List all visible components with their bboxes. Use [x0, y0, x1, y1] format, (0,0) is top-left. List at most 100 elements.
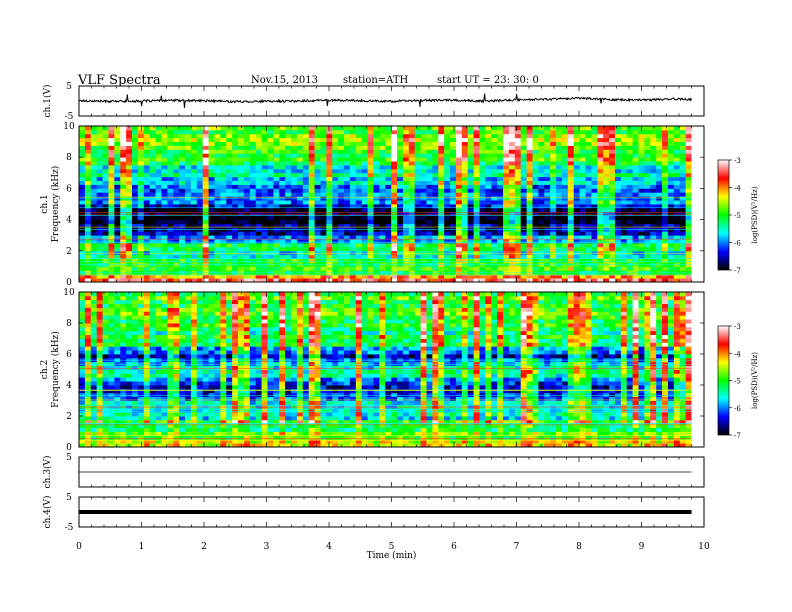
- ch1-spectrogram-cell: [326, 126, 333, 131]
- ch1-spectrogram-cell: [79, 145, 86, 150]
- ch1-spectrogram-cell: [291, 133, 298, 139]
- ch1-spectrogram-cell: [591, 165, 598, 170]
- ch1-spectrogram-cell: [561, 188, 569, 193]
- ch1-spectrogram-cell: [444, 168, 451, 174]
- ch2-spectrogram-cell: [662, 435, 669, 440]
- ch1-spectrogram-cell: [597, 258, 604, 263]
- ch1-spectrogram-cell: [243, 262, 251, 267]
- ch1-spectrogram-cell: [90, 215, 98, 220]
- ch1-spectrogram-cell: [644, 145, 651, 150]
- ch1-spectrogram-cell: [102, 239, 109, 244]
- ch1-spectrogram-cell: [485, 207, 492, 213]
- ch1-spectrogram-cell: [455, 165, 463, 170]
- ch1-spectrogram-cell: [514, 231, 522, 236]
- ch1-spectrogram-cell: [603, 153, 610, 158]
- ch2-spectrogram-cell: [226, 439, 233, 444]
- ch1-spectrogram-cell: [609, 243, 616, 248]
- ch1-spectrogram-cell: [420, 149, 427, 154]
- ch1-spectrogram-cell: [508, 204, 516, 209]
- ch1-spectrogram-cell: [561, 262, 569, 267]
- ch1-spectrogram-cell: [214, 207, 221, 213]
- ch2-spectrogram-cell: [414, 435, 421, 440]
- ch1-spectrogram-cell: [114, 243, 121, 248]
- ch1-spectrogram-cell: [296, 153, 304, 158]
- ch1-spectrogram-cell: [291, 219, 298, 224]
- ch1-spectrogram-cell: [320, 137, 327, 142]
- ch1-spectrogram-cell: [214, 235, 221, 240]
- ch1-spectrogram-cell: [344, 188, 351, 193]
- ch1-spectrogram-cell: [291, 168, 298, 174]
- ch2-spectrogram-cell: [473, 427, 480, 432]
- ch1-spectrogram-cell: [385, 274, 392, 279]
- ch1-spectrogram-cell: [620, 262, 628, 267]
- ch1-spectrogram-cell: [102, 172, 109, 178]
- ch1-spectrogram-cell: [685, 278, 692, 283]
- ch1-spectrogram-cell: [349, 278, 357, 283]
- ch1-spectrogram-cell: [544, 219, 551, 224]
- ch2-spectrogram-cell: [538, 431, 545, 436]
- ch1-spectrogram-cell: [249, 211, 257, 217]
- ch1-spectrogram-cell: [508, 219, 516, 224]
- ch1-spectrogram-cell: [84, 168, 92, 174]
- ch1-spectrogram-cell: [155, 172, 162, 178]
- ch1-spectrogram-cell: [220, 126, 227, 131]
- ch1-spectrogram-cell: [143, 262, 151, 267]
- ch2-spectrogram-cell: [503, 431, 510, 436]
- ch1-spectrogram-cell: [420, 192, 427, 197]
- ch1-spectrogram-cell: [120, 239, 127, 244]
- ch1-spectrogram-cell: [208, 204, 215, 209]
- ch1-spectrogram-cell: [149, 176, 156, 181]
- ch1-spectrogram-cell: [96, 141, 103, 146]
- ch1-spectrogram-cell: [249, 188, 257, 193]
- ch1-spectrogram-cell: [408, 258, 416, 263]
- ch1-spectrogram-cell: [302, 133, 310, 139]
- ch1-spectrogram-cell: [255, 246, 262, 252]
- ch1-spectrogram-cell: [573, 262, 580, 267]
- ch1-spectrogram-cell: [314, 258, 321, 263]
- ch1-spectrogram-colorbar-label: log(PSD)(V²/Hz): [751, 186, 759, 243]
- ch1-spectrogram-cell: [408, 180, 416, 185]
- ch1-spectrogram-cell: [190, 239, 198, 244]
- ch1-spectrogram-cell: [597, 153, 604, 158]
- ch1-spectrogram-cell: [491, 250, 498, 256]
- ch1-spectrogram-cell: [391, 184, 398, 189]
- ch1-spectrogram-cell: [273, 180, 280, 185]
- ch1-spectrogram-cell: [550, 219, 557, 224]
- ch2-spectrogram-cell: [320, 431, 327, 436]
- ch1-spectrogram-cell: [296, 196, 304, 201]
- ch1-spectrogram-cell: [190, 176, 198, 181]
- ch1-spectrogram-cell: [279, 165, 286, 170]
- ch1-spectrogram-cell: [344, 223, 351, 228]
- ch2-spectrogram-cell: [161, 435, 168, 440]
- ch1-spectrogram-cell: [196, 133, 204, 139]
- ch1-spectrogram-cell: [102, 141, 109, 146]
- ch1-spectrogram-cell: [526, 126, 533, 131]
- ch1-spectrogram-cell: [273, 153, 280, 158]
- ch1-spectrogram-cell: [367, 141, 374, 146]
- ch1-spectrogram-cell: [473, 141, 480, 146]
- ch1-spectrogram-cell: [514, 176, 522, 181]
- ch1-spectrogram-cell: [438, 223, 445, 228]
- ch1-spectrogram-cell: [108, 184, 115, 189]
- ch1-spectrogram-cell: [420, 258, 427, 263]
- ch1-spectrogram-cell: [603, 274, 610, 279]
- ch1-spectrogram-cell: [114, 137, 121, 142]
- ch1-spectrogram-cell: [544, 149, 551, 154]
- ch1-spectrogram-cell: [355, 231, 363, 236]
- ch1-spectrogram-cell: [196, 204, 204, 209]
- ch1-spectrogram-cell: [308, 126, 315, 131]
- ch1-spectrogram-cell: [355, 126, 363, 131]
- ch2-spectrogram-cell: [214, 443, 221, 448]
- ch1-spectrogram-cell: [320, 180, 327, 185]
- ch1-spectrogram-cell: [579, 161, 586, 166]
- ch1-spectrogram-cell: [273, 137, 280, 142]
- ch1-spectrogram-cell: [485, 266, 492, 271]
- ch2-spectrogram-cell: [408, 439, 416, 444]
- ch1-spectrogram-cell: [90, 219, 98, 224]
- ch1-spectrogram-cell: [90, 157, 98, 162]
- ch1-spectrogram-cell: [155, 219, 162, 224]
- ch1-spectrogram-cell: [238, 254, 245, 259]
- ch1-spectrogram-cell: [438, 145, 445, 150]
- ch1-spectrogram-cell: [137, 250, 145, 256]
- ch1-spectrogram-cell: [202, 207, 209, 213]
